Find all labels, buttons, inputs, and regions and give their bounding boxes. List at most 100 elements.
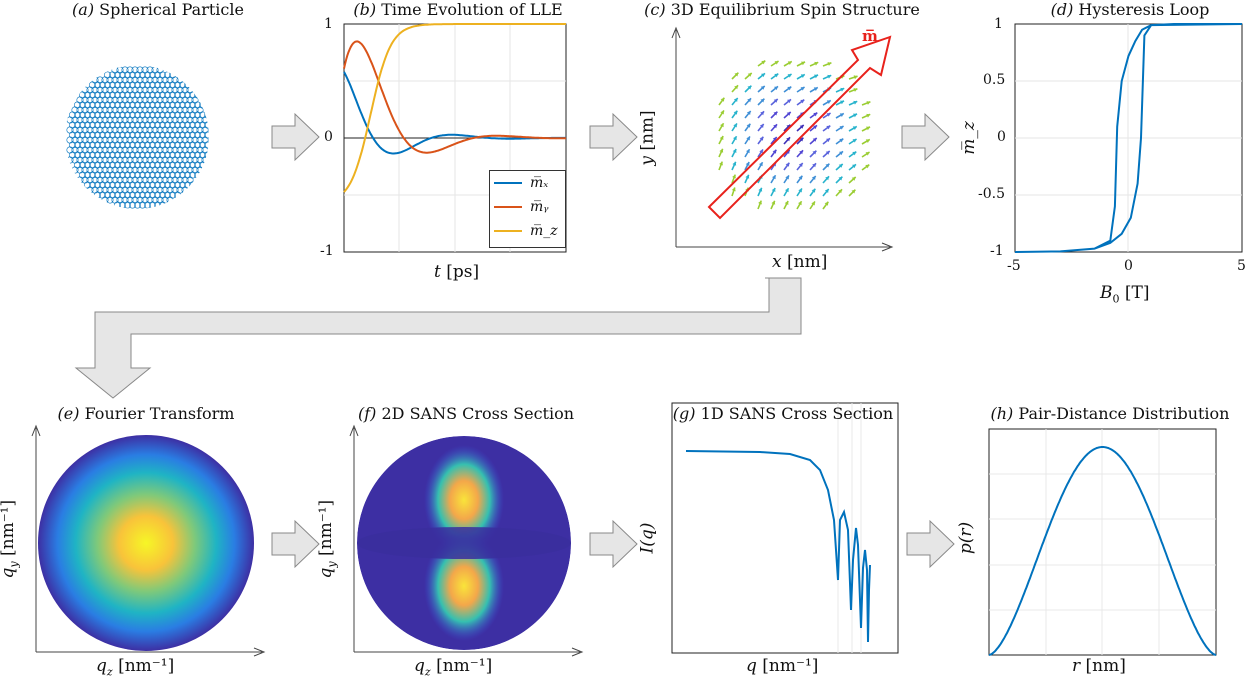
particle-dot xyxy=(114,131,122,139)
particle-dot xyxy=(196,136,204,144)
particle-dot xyxy=(139,171,147,179)
particle-dot xyxy=(156,76,164,84)
spin-arrow-head xyxy=(720,97,725,102)
spin-arrow-head xyxy=(771,187,776,192)
particle-dot xyxy=(79,101,87,109)
spin-arrow-head xyxy=(734,85,739,90)
particle-dot xyxy=(146,166,154,174)
d-xtick-5: 5 xyxy=(1237,258,1246,274)
particle-dot xyxy=(136,106,144,114)
particle-dot xyxy=(169,161,177,169)
f-xlabel: qz [nm⁻¹] xyxy=(414,656,493,679)
spin-arrow-head xyxy=(813,112,818,117)
particle-dot xyxy=(124,121,132,129)
particle-dot xyxy=(139,201,147,209)
particle-dot xyxy=(181,166,189,174)
particle-dot xyxy=(99,101,107,109)
particle-dot xyxy=(129,111,137,119)
spin-arrow-head xyxy=(785,162,790,167)
particle-dot xyxy=(119,171,127,179)
spin-arrow-head xyxy=(773,111,778,116)
g-ylabel: I(q) xyxy=(637,522,658,554)
particle-dot xyxy=(129,141,137,149)
particle-dot xyxy=(166,96,174,104)
particle-dot xyxy=(144,81,152,89)
h-ylabel: p(r) xyxy=(956,521,977,555)
particle-dot xyxy=(116,76,124,84)
spin-arrow-head xyxy=(785,150,790,154)
particle-dot xyxy=(66,126,74,134)
particle-dot xyxy=(166,136,174,144)
particle-dot xyxy=(74,111,82,119)
particle-dot xyxy=(99,91,107,99)
particle-dot xyxy=(166,146,174,154)
particle-dot xyxy=(174,191,182,199)
particle-dot xyxy=(141,86,149,94)
particle-dot xyxy=(144,101,152,109)
particle-dot xyxy=(76,126,84,134)
particle-dot xyxy=(116,106,124,114)
particle-dot xyxy=(196,166,204,174)
particle-dot xyxy=(104,121,112,129)
particle-dot xyxy=(141,66,149,74)
particle-dot xyxy=(121,96,129,104)
particle-dot xyxy=(124,81,132,89)
particle-dot xyxy=(201,136,209,144)
spin-arrow-head xyxy=(839,138,844,143)
particle-dot xyxy=(131,186,139,194)
spin-arrow-head xyxy=(719,135,724,140)
particle-dot xyxy=(129,171,137,179)
f-ylabel: qy [nm⁻¹] xyxy=(316,499,339,579)
spin-arrow-head xyxy=(799,150,804,155)
particle-dot xyxy=(156,186,164,194)
particle-dot xyxy=(151,76,159,84)
particle-dot xyxy=(119,91,127,99)
d-ytick-1: 1 xyxy=(994,16,1003,32)
particle-dot xyxy=(149,91,157,99)
particle-dot xyxy=(89,101,97,109)
particle-dot xyxy=(139,161,147,169)
particle-dot xyxy=(159,81,167,89)
d-xlabel: B0 [T] xyxy=(1100,283,1150,306)
particle-dot xyxy=(164,91,172,99)
particle-dot xyxy=(71,166,79,174)
particle-dot xyxy=(166,126,174,134)
particle-dot xyxy=(99,81,107,89)
particle-dot xyxy=(86,186,94,194)
particle-dot xyxy=(176,126,184,134)
particle-dot xyxy=(141,126,149,134)
particle-dot xyxy=(111,66,119,74)
particle-dot xyxy=(116,86,124,94)
particle-dot xyxy=(166,76,174,84)
particle-dot xyxy=(109,101,117,109)
arrow-b-c xyxy=(589,112,638,162)
particle-dot xyxy=(119,141,127,149)
particle-dot xyxy=(96,86,104,94)
particle-dot xyxy=(111,86,119,94)
particle-dot xyxy=(186,116,194,124)
particle-dot xyxy=(159,161,167,169)
spin-arrow-head xyxy=(785,175,789,180)
particle-dot xyxy=(154,161,162,169)
particle-dot xyxy=(166,116,174,124)
particle-dot xyxy=(141,106,149,114)
particle-dot xyxy=(134,161,142,169)
particle-dot xyxy=(156,96,164,104)
particle-dot xyxy=(154,201,162,209)
particle-dot xyxy=(144,111,152,119)
panel-d-axes xyxy=(1014,23,1243,253)
particle-dot xyxy=(184,161,192,169)
particle-dot xyxy=(154,171,162,179)
spin-arrow-head xyxy=(719,161,723,166)
particle-dot xyxy=(156,86,164,94)
particle-dot xyxy=(156,116,164,124)
particle-dot xyxy=(191,126,199,134)
particle-dot xyxy=(126,136,134,144)
magnetization-marker xyxy=(707,35,892,220)
particle-dot xyxy=(129,71,137,79)
particle-dot xyxy=(96,116,104,124)
particle-dot xyxy=(161,86,169,94)
particle-dot xyxy=(106,96,114,104)
particle-dot xyxy=(189,151,197,159)
particle-dot xyxy=(134,111,142,119)
